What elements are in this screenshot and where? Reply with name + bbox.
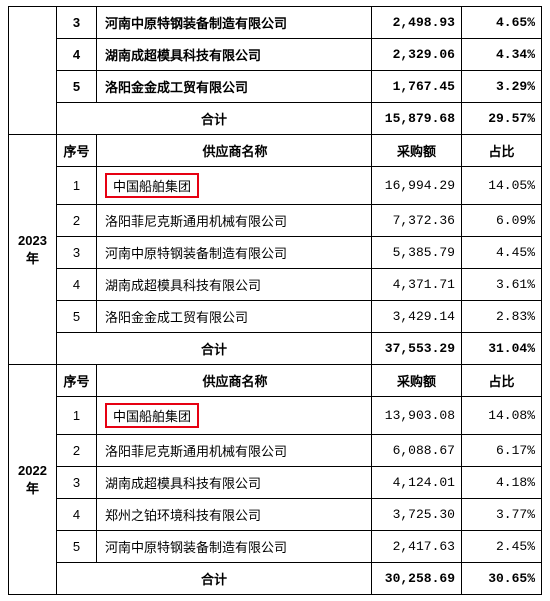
sum-pct: 31.04% [462,333,542,365]
sum-amount: 30,258.69 [372,563,462,595]
header-seq: 序号 [57,135,97,167]
pct-cell: 14.05% [462,167,542,205]
seq-cell: 1 [57,397,97,435]
sum-pct: 30.65% [462,563,542,595]
sum-amount: 37,553.29 [372,333,462,365]
header-supplier: 供应商名称 [97,135,372,167]
amount-cell: 2,329.06 [372,39,462,71]
supplier-name: 河南中原特钢装备制造有限公司 [97,531,372,563]
amount-cell: 2,498.93 [372,7,462,39]
header-amount: 采购额 [372,365,462,397]
sum-amount: 15,879.68 [372,103,462,135]
seq-cell: 5 [57,71,97,103]
supplier-name: 湖南成超模具科技有限公司 [97,39,372,71]
pct-cell: 6.17% [462,435,542,467]
supplier-name: 洛阳菲尼克斯通用机械有限公司 [97,435,372,467]
supplier-table: 3河南中原特钢装备制造有限公司2,498.934.65%4湖南成超模具科技有限公… [8,6,542,595]
amount-cell: 3,725.30 [372,499,462,531]
amount-cell: 5,385.79 [372,237,462,269]
supplier-name: 中国船舶集团 [97,167,372,205]
seq-cell: 4 [57,499,97,531]
pct-cell: 3.29% [462,71,542,103]
seq-cell: 1 [57,167,97,205]
sum-label: 合计 [57,563,372,595]
pct-cell: 4.18% [462,467,542,499]
header-pct: 占比 [462,365,542,397]
seq-cell: 3 [57,237,97,269]
sum-pct: 29.57% [462,103,542,135]
supplier-name: 中国船舶集团 [97,397,372,435]
supplier-name: 洛阳金金成工贸有限公司 [97,301,372,333]
pct-cell: 3.77% [462,499,542,531]
seq-cell: 3 [57,467,97,499]
amount-cell: 6,088.67 [372,435,462,467]
amount-cell: 3,429.14 [372,301,462,333]
pct-cell: 14.08% [462,397,542,435]
header-seq: 序号 [57,365,97,397]
supplier-name: 河南中原特钢装备制造有限公司 [97,237,372,269]
pct-cell: 6.09% [462,205,542,237]
amount-cell: 16,994.29 [372,167,462,205]
supplier-name: 洛阳金金成工贸有限公司 [97,71,372,103]
header-supplier: 供应商名称 [97,365,372,397]
amount-cell: 13,903.08 [372,397,462,435]
highlighted-supplier: 中国船舶集团 [105,173,199,198]
supplier-name: 湖南成超模具科技有限公司 [97,269,372,301]
year-cell: 2023 年 [9,135,57,365]
supplier-name: 洛阳菲尼克斯通用机械有限公司 [97,205,372,237]
amount-cell: 4,371.71 [372,269,462,301]
header-pct: 占比 [462,135,542,167]
seq-cell: 5 [57,531,97,563]
seq-cell: 4 [57,39,97,71]
seq-cell: 4 [57,269,97,301]
pct-cell: 4.34% [462,39,542,71]
seq-cell: 2 [57,205,97,237]
header-amount: 采购额 [372,135,462,167]
year-cell-top [9,7,57,135]
sum-label: 合计 [57,333,372,365]
supplier-name: 郑州之铂环境科技有限公司 [97,499,372,531]
highlighted-supplier: 中国船舶集团 [105,403,199,428]
seq-cell: 5 [57,301,97,333]
supplier-name: 河南中原特钢装备制造有限公司 [97,7,372,39]
pct-cell: 2.45% [462,531,542,563]
amount-cell: 7,372.36 [372,205,462,237]
pct-cell: 3.61% [462,269,542,301]
amount-cell: 4,124.01 [372,467,462,499]
pct-cell: 2.83% [462,301,542,333]
year-cell: 2022 年 [9,365,57,595]
sum-label: 合计 [57,103,372,135]
amount-cell: 1,767.45 [372,71,462,103]
seq-cell: 2 [57,435,97,467]
amount-cell: 2,417.63 [372,531,462,563]
supplier-name: 湖南成超模具科技有限公司 [97,467,372,499]
pct-cell: 4.65% [462,7,542,39]
pct-cell: 4.45% [462,237,542,269]
seq-cell: 3 [57,7,97,39]
